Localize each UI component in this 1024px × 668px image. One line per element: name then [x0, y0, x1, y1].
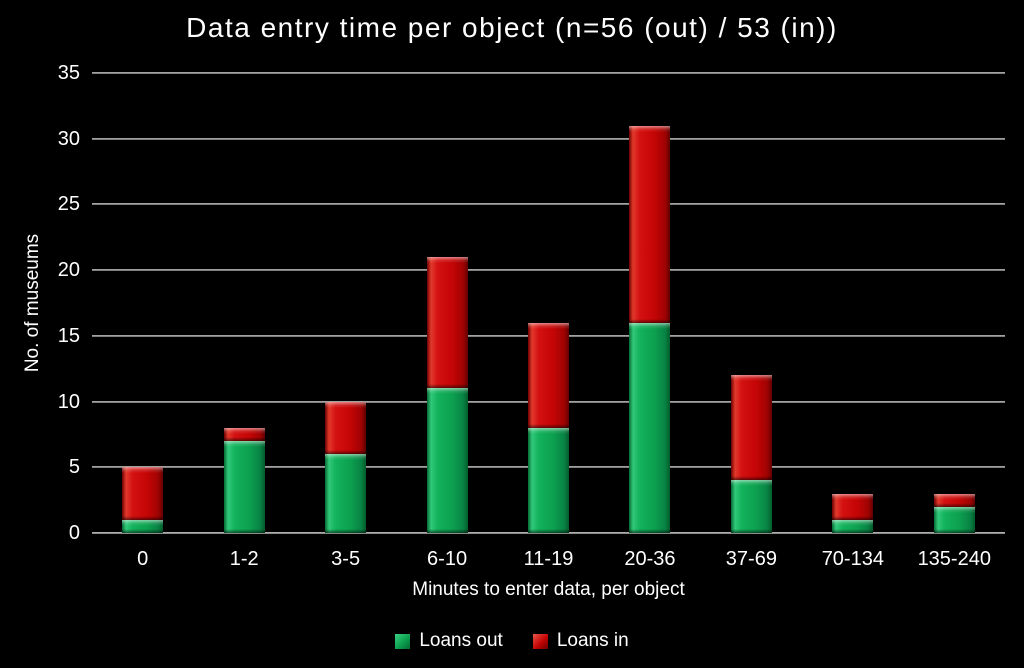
bar-segment-loans-in	[223, 427, 265, 442]
y-tick-label: 0	[68, 522, 80, 544]
bar-segment-loans-in	[730, 375, 772, 481]
bar-segment-loans-out	[629, 322, 671, 534]
bar-segment-loans-in	[629, 125, 671, 323]
bar-segment-loans-out	[223, 441, 265, 533]
legend-swatch-icon	[395, 633, 411, 649]
legend-label: Loans out	[419, 630, 503, 651]
x-tick-label: 1-2	[229, 548, 259, 570]
y-tick-label: 15	[57, 324, 80, 347]
bar-segment-loans-out	[832, 519, 874, 534]
legend: Loans out Loans in	[0, 630, 1024, 652]
gridline-y-30	[92, 137, 1005, 140]
x-tick-label: 70-134	[821, 548, 884, 570]
x-axis-title: Minutes to enter data, per object	[412, 579, 685, 600]
plot-area	[92, 72, 1005, 534]
legend-label: Loans in	[556, 630, 629, 651]
legend-item-loans-in: Loans in	[532, 630, 629, 652]
y-tick-label: 30	[57, 127, 80, 150]
x-tick-label: 6-10	[427, 548, 468, 570]
bar-segment-loans-in	[426, 257, 468, 389]
x-tick-label: 37-69	[725, 548, 777, 570]
bar-segment-loans-out	[528, 427, 569, 534]
bar-segment-loans-in	[528, 322, 569, 429]
y-tick-label: 25	[57, 193, 80, 216]
bar-segment-loans-out	[122, 519, 164, 534]
y-tick-label: 35	[57, 62, 80, 84]
gridline-y-20	[92, 269, 1005, 272]
y-tick-label: 5	[68, 456, 80, 479]
x-tick-label: 3-5	[331, 548, 361, 570]
y-tick-label: 10	[57, 390, 80, 413]
bar-segment-loans-in	[122, 467, 164, 520]
y-tick-label: 20	[57, 259, 80, 282]
x-tick-label: 135-240	[917, 548, 991, 570]
bar-segment-loans-in	[325, 401, 367, 455]
x-tick-label: 0	[137, 548, 149, 570]
bar-segment-loans-out	[426, 388, 468, 533]
bar-segment-loans-out	[325, 454, 367, 533]
legend-item-loans-out: Loans out	[395, 630, 503, 652]
y-axis-title: No. of museums	[22, 233, 43, 373]
gridline-y-25	[92, 203, 1005, 206]
legend-swatch-icon	[532, 633, 548, 649]
bar-segment-loans-out	[933, 506, 975, 534]
gridline-y-35	[92, 72, 1005, 74]
bar-segment-loans-in	[933, 493, 975, 507]
bar-segment-loans-out	[730, 480, 772, 533]
bar-segment-loans-in	[832, 493, 874, 521]
gridline-y-0	[92, 532, 1005, 534]
x-tick-label: 11-19	[523, 548, 574, 570]
x-tick-label: 20-36	[624, 548, 676, 570]
chart-title: Data entry time per object (n=56 (out) /…	[186, 12, 838, 43]
